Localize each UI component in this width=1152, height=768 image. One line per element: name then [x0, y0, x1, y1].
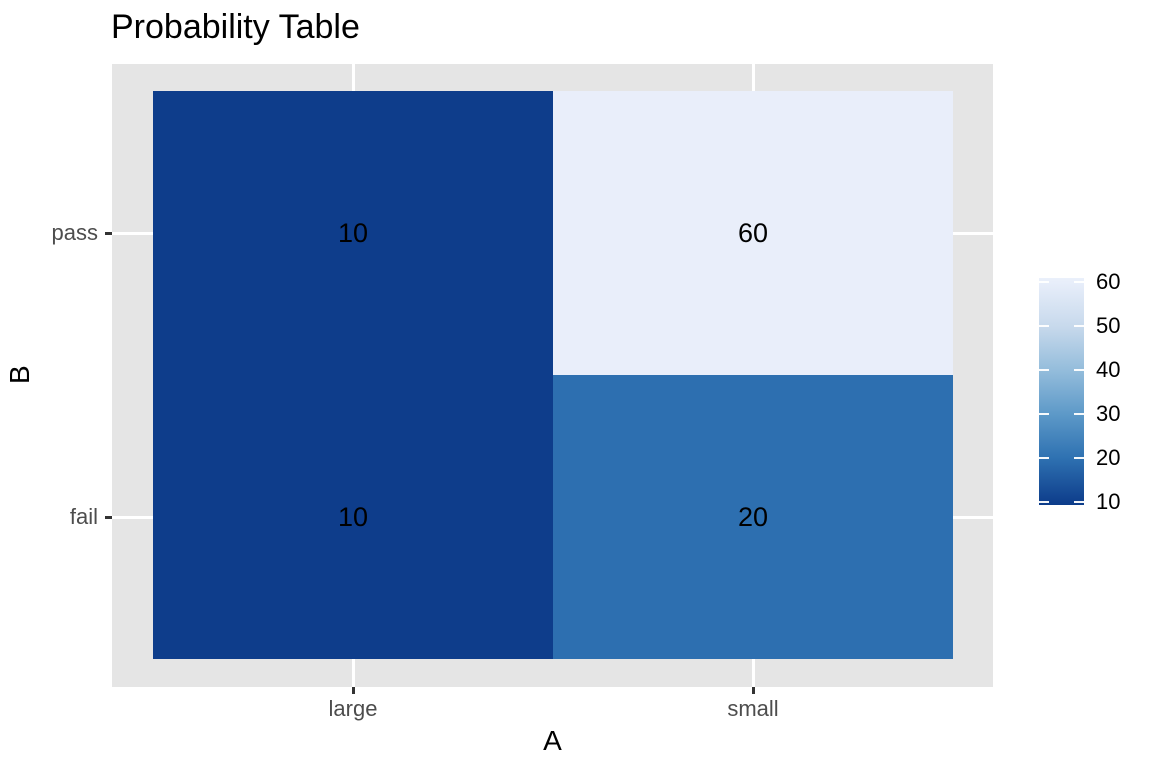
tile-large-pass: 10 [153, 91, 553, 375]
colorbar-label-30: 30 [1096, 401, 1121, 426]
heatmap-tiles: 10 60 10 20 [153, 91, 953, 659]
tile-value: 10 [337, 217, 369, 248]
y-axis-title: B [4, 365, 35, 385]
colorbar-label-60: 60 [1096, 269, 1121, 294]
colorbar-tick-20-right [1074, 457, 1084, 459]
tile-small-pass: 60 [553, 91, 953, 375]
colorbar-tick-60-left [1039, 281, 1049, 283]
colorbar-tick-20-left [1039, 457, 1049, 459]
y-tick-label-pass: pass [51, 220, 98, 245]
x-axis-title: A [543, 725, 562, 756]
x-tick-mark-large [351, 687, 355, 694]
colorbar-tick-60-right [1074, 281, 1084, 283]
plot-panel: 10 60 10 20 [112, 64, 993, 687]
colorbar-tick-50-right [1074, 325, 1084, 327]
colorbar-tick-30-right [1074, 413, 1084, 415]
y-tick-mark-fail [105, 515, 112, 519]
x-tick-mark-small [751, 687, 755, 694]
colorbar-label-10: 10 [1096, 489, 1121, 514]
tile-small-fail: 20 [553, 375, 953, 659]
tile-value: 60 [737, 217, 769, 248]
tile-value: 20 [737, 501, 769, 532]
legend-colorbar [1039, 278, 1084, 505]
colorbar-tick-40-left [1039, 369, 1049, 371]
plot-title: Probability Table [111, 8, 360, 46]
colorbar-tick-10-right [1074, 501, 1084, 503]
colorbar-tick-40-right [1074, 369, 1084, 371]
colorbar-tick-50-left [1039, 325, 1049, 327]
colorbar-tick-10-left [1039, 501, 1049, 503]
colorbar-label-40: 40 [1096, 357, 1121, 382]
colorbar-label-50: 50 [1096, 313, 1121, 338]
y-tick-label-fail: fail [69, 504, 98, 529]
y-tick-mark-pass [105, 231, 112, 235]
tile-value: 10 [337, 501, 369, 532]
colorbar-tick-30-left [1039, 413, 1049, 415]
x-tick-label-small: small [727, 696, 779, 721]
x-tick-label-large: large [328, 696, 378, 721]
tile-large-fail: 10 [153, 375, 553, 659]
colorbar-label-20: 20 [1096, 445, 1121, 470]
